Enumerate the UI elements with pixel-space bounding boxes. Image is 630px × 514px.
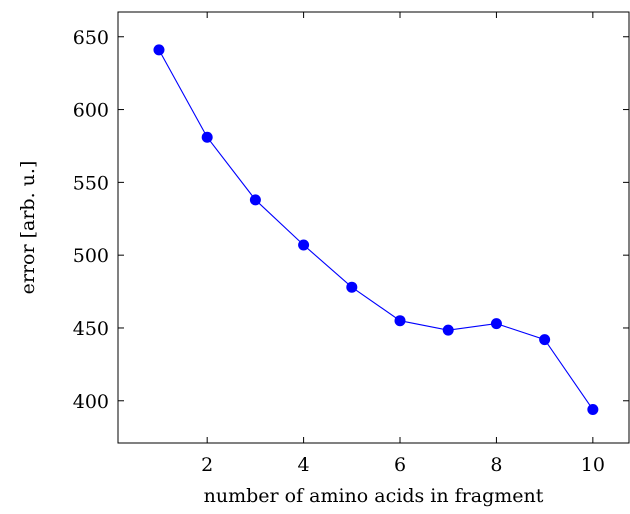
y-tick-label: 650 — [73, 27, 109, 49]
x-tick-label: 6 — [394, 454, 406, 476]
data-point — [153, 44, 165, 56]
x-tick-label: 2 — [201, 454, 213, 476]
tick-labels: 2 4 6 8 10 400 450 500 550 600 650 — [73, 27, 605, 476]
data-point — [346, 281, 358, 293]
data-point — [298, 239, 310, 251]
x-tick-label: 10 — [581, 454, 605, 476]
plot-marks — [153, 44, 599, 416]
x-axis-label: number of amino acids in fragment — [204, 485, 544, 507]
data-point — [490, 318, 502, 330]
data-point — [442, 324, 454, 336]
data-point — [394, 315, 406, 327]
y-tick-label: 450 — [73, 318, 109, 340]
plot-frame — [117, 11, 630, 444]
y-tick-label: 550 — [73, 172, 109, 194]
data-point — [539, 334, 551, 346]
y-tick-label: 500 — [73, 245, 109, 267]
data-point — [249, 194, 261, 206]
data-point — [201, 131, 213, 143]
axis-ticks — [118, 12, 629, 443]
data-point — [587, 404, 599, 416]
x-tick-label: 8 — [490, 454, 502, 476]
y-axis-label: error [arb. u.] — [17, 161, 39, 295]
series-line — [158, 49, 594, 410]
y-tick-label: 400 — [73, 391, 109, 413]
y-tick-label: 600 — [73, 100, 109, 122]
x-tick-label: 4 — [298, 454, 310, 476]
